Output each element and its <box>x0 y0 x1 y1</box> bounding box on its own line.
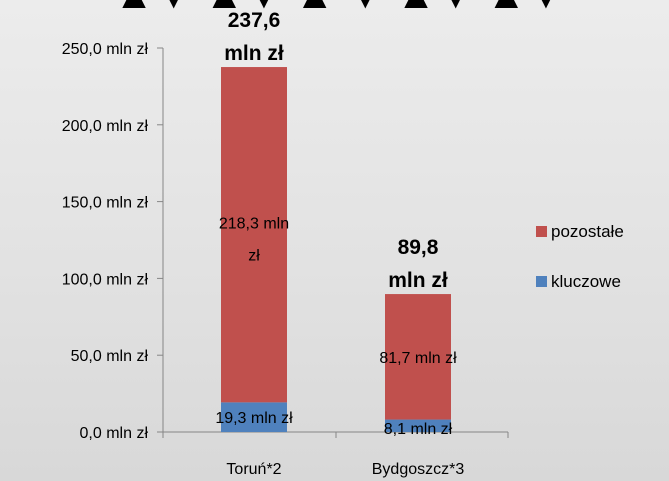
y-tick-label: 100,0 mln zł <box>62 271 149 288</box>
bar-pozostałe-1 <box>385 294 451 420</box>
data-label-kluczowe-1: 8,1 mln zł <box>384 421 453 438</box>
bar-kluczowe-0 <box>221 402 287 432</box>
axes: 0,0 mln zł 50,0 mln zł 100,0 mln zł 150,0 m… <box>62 41 509 478</box>
bar-pozostałe-0 <box>221 67 287 403</box>
legend-swatch-pozostałe <box>536 226 547 237</box>
y-tick-label: 0,0 mln zł <box>80 425 149 442</box>
x-tick-label: Bydgoszcz*3 <box>372 461 465 478</box>
legend-label-pozostałe: pozostałe <box>551 222 624 241</box>
y-tick-label: 150,0 mln zł <box>62 195 149 212</box>
data-label-pozostale-1: 81,7 mln zł <box>379 350 457 367</box>
y-tick-label: 200,0 mln zł <box>62 118 149 135</box>
total-label-0: 237,6 mln zł <box>224 9 284 65</box>
bar-kluczowe-1 <box>385 419 451 432</box>
x-tick-label: Toruń*2 <box>226 461 281 478</box>
legend-swatch-kluczowe <box>536 276 547 287</box>
chart-title-fragment: ▲▼ ▲▼ ▲ ▼ ▲▼ ▲▼ <box>114 0 565 17</box>
legend-label-kluczowe: kluczowe <box>551 272 621 291</box>
bars <box>221 67 451 432</box>
y-tick-label: 250,0 mln zł <box>62 41 149 58</box>
legend: pozostałe kluczowe <box>536 222 624 291</box>
data-label-pozostale-0: 218,3 mln zł <box>219 216 289 265</box>
y-tick-label: 50,0 mln zł <box>71 348 149 365</box>
data-label-kluczowe-0: 19,3 mln zł <box>215 410 293 427</box>
data-labels: 19,3 mln zł 8,1 mln zł 218,3 mln zł 81,7 mln… <box>215 9 457 438</box>
total-label-1: 89,8 mln zł <box>388 236 448 292</box>
